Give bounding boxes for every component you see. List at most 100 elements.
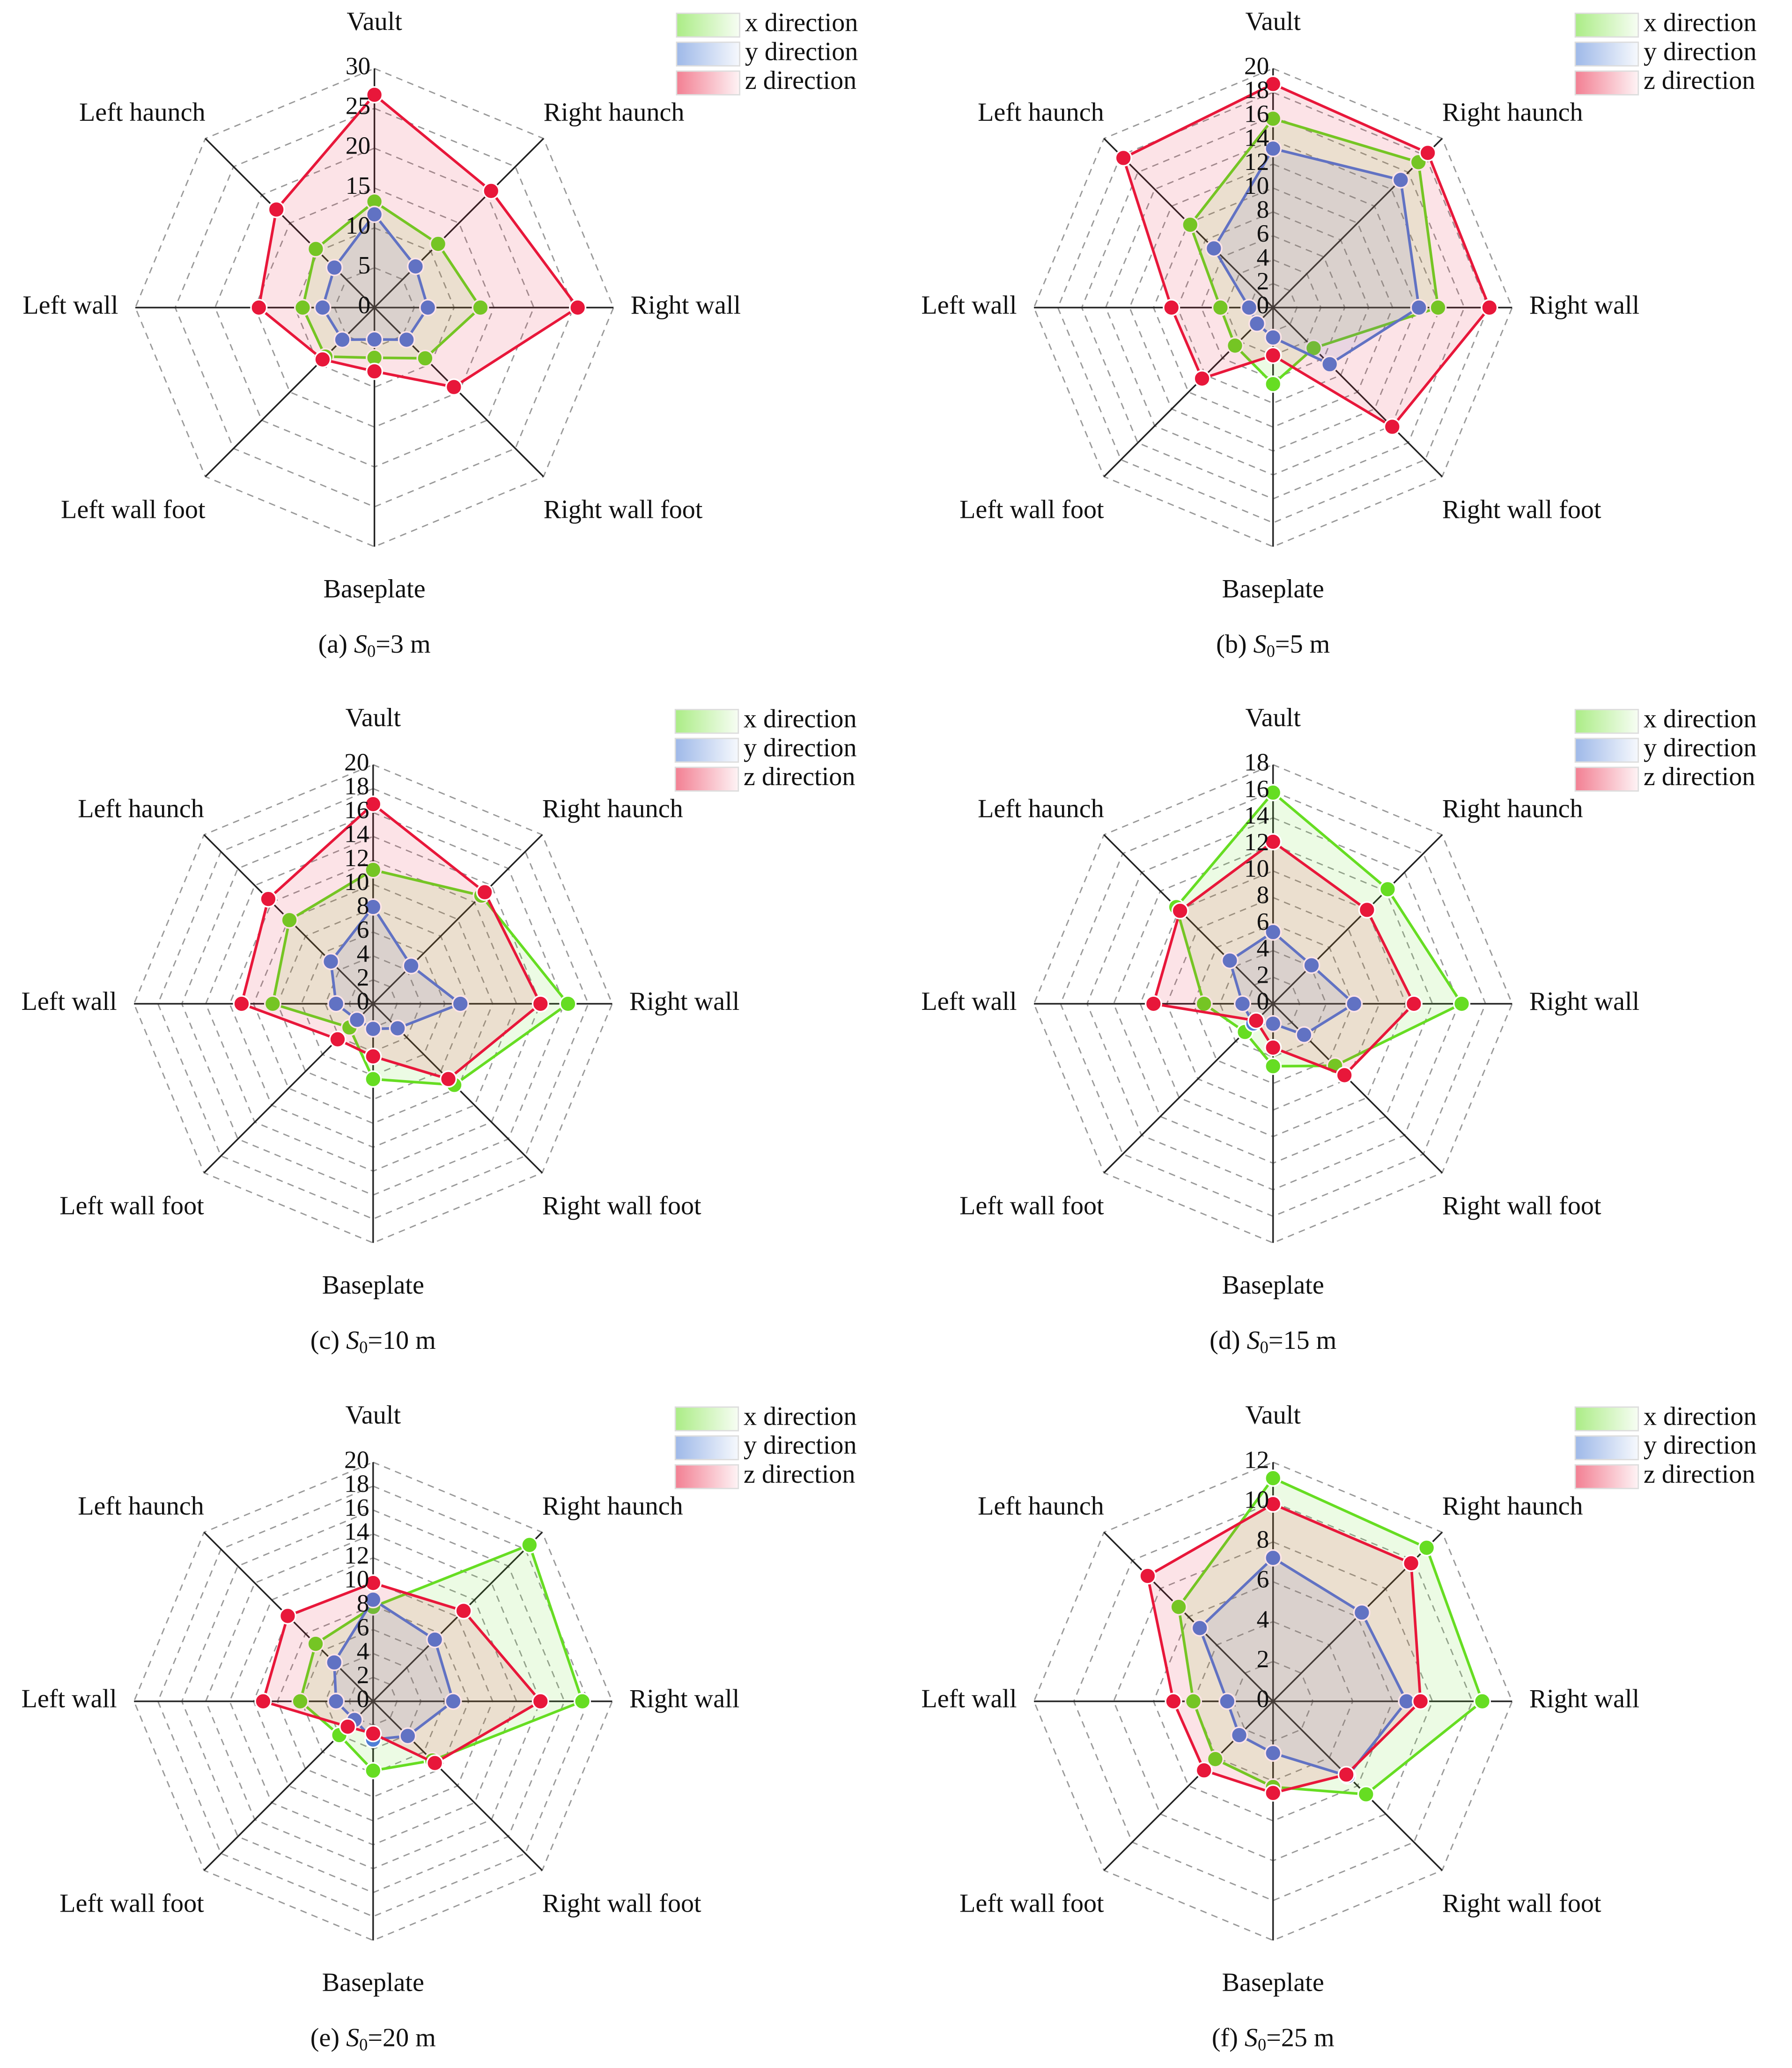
- category-label: Right wall foot: [1442, 1192, 1601, 1221]
- legend-label: y direction: [745, 37, 858, 66]
- legend-label: z direction: [744, 762, 855, 791]
- data-point: [1170, 1598, 1187, 1616]
- grid-ring: [1193, 1621, 1354, 1782]
- caption-subscript: 0: [359, 2036, 368, 2054]
- data-point: [559, 995, 577, 1013]
- data-point: [1337, 1766, 1355, 1783]
- data-point: [451, 995, 469, 1013]
- radar-panel: Vault Right haunch Right wall Right wall fo…: [922, 7, 1757, 661]
- caption-condition: =15 m: [1268, 1326, 1336, 1355]
- caption-symbol: S: [1245, 2024, 1258, 2053]
- data-point: [325, 258, 343, 277]
- category-label: Right haunch: [1442, 1492, 1583, 1521]
- caption: (b) S0=5 m: [1216, 630, 1330, 661]
- r-tick-label: 4: [1257, 935, 1269, 962]
- data-point: [476, 883, 494, 901]
- caption-symbol: S: [354, 630, 367, 659]
- category-label: Baseplate: [322, 1968, 424, 1997]
- category-label: Right wall: [629, 987, 739, 1016]
- r-tick-label: 8: [357, 892, 369, 920]
- grid-ring: [1073, 1501, 1473, 1901]
- data-point: [531, 1693, 549, 1710]
- data-point: [444, 1693, 462, 1710]
- data-point: [1264, 833, 1282, 851]
- category-label: Right wall: [1529, 987, 1639, 1016]
- data-point: [419, 299, 437, 316]
- data-point: [1481, 299, 1498, 316]
- legend-label: y direction: [744, 1431, 857, 1460]
- legend-label: x direction: [744, 1402, 857, 1431]
- caption-panel: (c): [310, 1326, 339, 1355]
- r-tick-label: 6: [357, 1613, 369, 1641]
- category-label: Left haunch: [978, 1492, 1104, 1521]
- grid-ring: [1193, 923, 1354, 1084]
- r-tick-label: 2: [1257, 267, 1269, 295]
- radar-panel: Vault Right haunch Right wall Right wall fo…: [22, 7, 858, 661]
- legend-swatch: [676, 70, 741, 96]
- r-tick-label: 0: [357, 1685, 369, 1713]
- r-tick-label: 6: [357, 916, 369, 943]
- data-point: [569, 299, 587, 316]
- legend-label: z direction: [744, 1460, 855, 1489]
- data-point: [1144, 995, 1162, 1013]
- category-label: Left wall foot: [59, 1889, 204, 1918]
- data-point: [1206, 1750, 1224, 1768]
- r-tick-label: 2: [357, 964, 369, 991]
- r-tick-label: 6: [1257, 1566, 1269, 1593]
- spoke: [1103, 1531, 1274, 1702]
- legend-swatch: [674, 1464, 739, 1489]
- data-point: [472, 299, 489, 316]
- data-point: [325, 1654, 343, 1671]
- data-point: [1139, 1567, 1157, 1585]
- data-point: [264, 995, 281, 1013]
- category-label: Vault: [1246, 7, 1301, 36]
- data-point: [402, 957, 420, 975]
- r-tick-label: 18: [344, 773, 369, 800]
- caption-condition: =25 m: [1266, 2024, 1334, 2053]
- category-label: Right wall foot: [544, 495, 703, 524]
- grid-ring: [1201, 235, 1346, 380]
- grid-ring: [1176, 211, 1370, 404]
- r-tick-label: 16: [344, 796, 369, 824]
- r-tick-label: 4: [1257, 243, 1269, 271]
- r-tick-label: 0: [1257, 291, 1269, 319]
- category-label: Baseplate: [1222, 1968, 1324, 1997]
- grid-ring: [1033, 1461, 1513, 1941]
- category-label: Baseplate: [1222, 574, 1324, 603]
- category-label: Vault: [346, 1401, 401, 1430]
- data-point: [259, 890, 277, 908]
- data-point: [1264, 140, 1282, 157]
- legend-swatch: [674, 709, 739, 734]
- caption-subscript: 0: [1258, 2036, 1266, 2054]
- legend-swatch: [676, 41, 741, 67]
- data-point: [1226, 337, 1244, 354]
- legend-label: x direction: [1644, 1402, 1757, 1431]
- data-point: [1264, 1039, 1282, 1057]
- data-point: [1195, 1761, 1213, 1779]
- data-point: [1264, 329, 1282, 346]
- r-tick-label: 18: [1244, 76, 1269, 104]
- data-point: [521, 1536, 538, 1554]
- data-point: [314, 351, 332, 368]
- data-point: [364, 898, 382, 916]
- caption-panel: (d): [1209, 1326, 1240, 1355]
- category-label: Vault: [346, 703, 401, 732]
- grid-ring: [1033, 764, 1513, 1244]
- series-area: [240, 802, 542, 1081]
- category-label: Left haunch: [79, 98, 206, 127]
- r-tick-label: 15: [346, 172, 370, 199]
- caption-panel: (e): [310, 2024, 339, 2053]
- data-point: [1379, 880, 1396, 898]
- category-label: Right wall foot: [1442, 1889, 1601, 1918]
- data-point: [1163, 299, 1180, 316]
- grid-ring: [134, 67, 614, 548]
- legend-swatch: [1574, 766, 1639, 792]
- category-label: Right wall: [629, 1685, 739, 1714]
- grid-ring: [1152, 187, 1394, 428]
- data-point: [1264, 375, 1282, 393]
- data-point: [1264, 784, 1282, 802]
- r-tick-label: 14: [1244, 802, 1269, 829]
- data-point: [364, 795, 382, 813]
- data-point: [455, 1602, 472, 1620]
